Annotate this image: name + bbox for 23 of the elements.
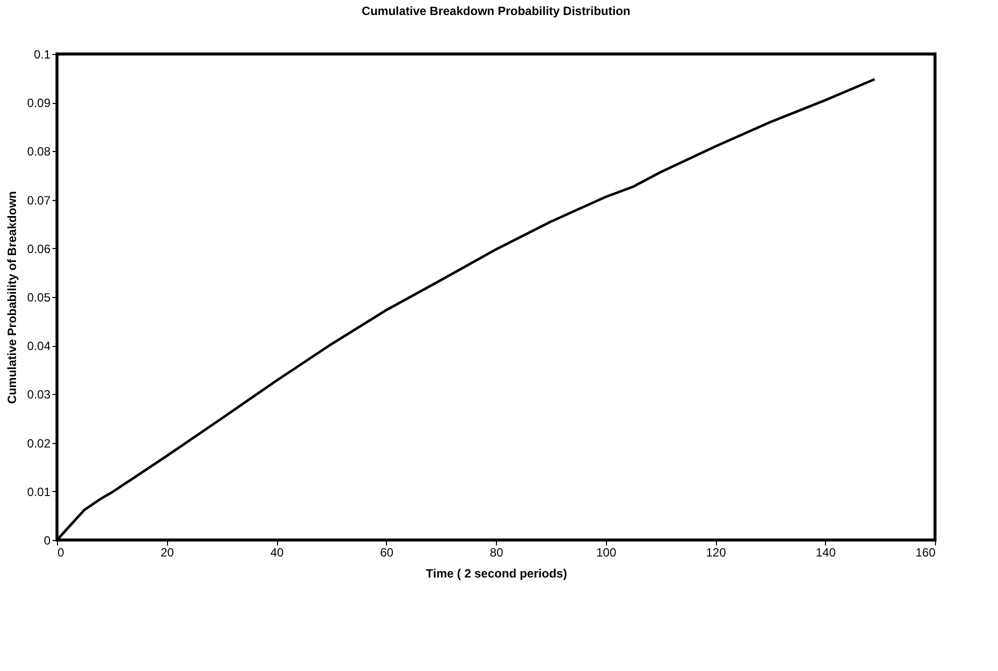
y-tick-label: 0 [44, 534, 51, 548]
y-tick-label: 0.08 [27, 144, 51, 159]
x-tick-label: 120 [706, 546, 726, 560]
chart-title: Cumulative Breakdown Probability Distribution [362, 4, 630, 18]
y-tick-label: 0.09 [27, 96, 51, 110]
x-tick-label: 40 [270, 546, 284, 560]
y-tick-label: 0.1 [34, 48, 51, 62]
y-tick-label: 0.02 [27, 436, 51, 450]
y-tick-label: 0.03 [27, 388, 51, 402]
x-tick-label: 20 [160, 546, 174, 560]
y-tick-label: 0.01 [27, 484, 51, 499]
x-tick-label: 140 [816, 546, 836, 560]
x-tick-label: 100 [596, 546, 617, 560]
x-axis-title: Time ( 2 second periods) [426, 566, 568, 580]
y-tick-label: 0.05 [27, 290, 51, 304]
y-tick-label: 0.07 [27, 193, 51, 208]
x-tick-label: 0 [58, 546, 64, 560]
y-tick-label: 0.04 [27, 339, 51, 354]
x-tick-label: 60 [380, 546, 394, 560]
x-tick-label: 80 [490, 546, 504, 560]
x-tick-label: 160 [915, 546, 936, 560]
y-axis-title: Cumulative Probability of Breakdown [5, 191, 20, 404]
y-tick-label: 0.06 [27, 242, 51, 256]
